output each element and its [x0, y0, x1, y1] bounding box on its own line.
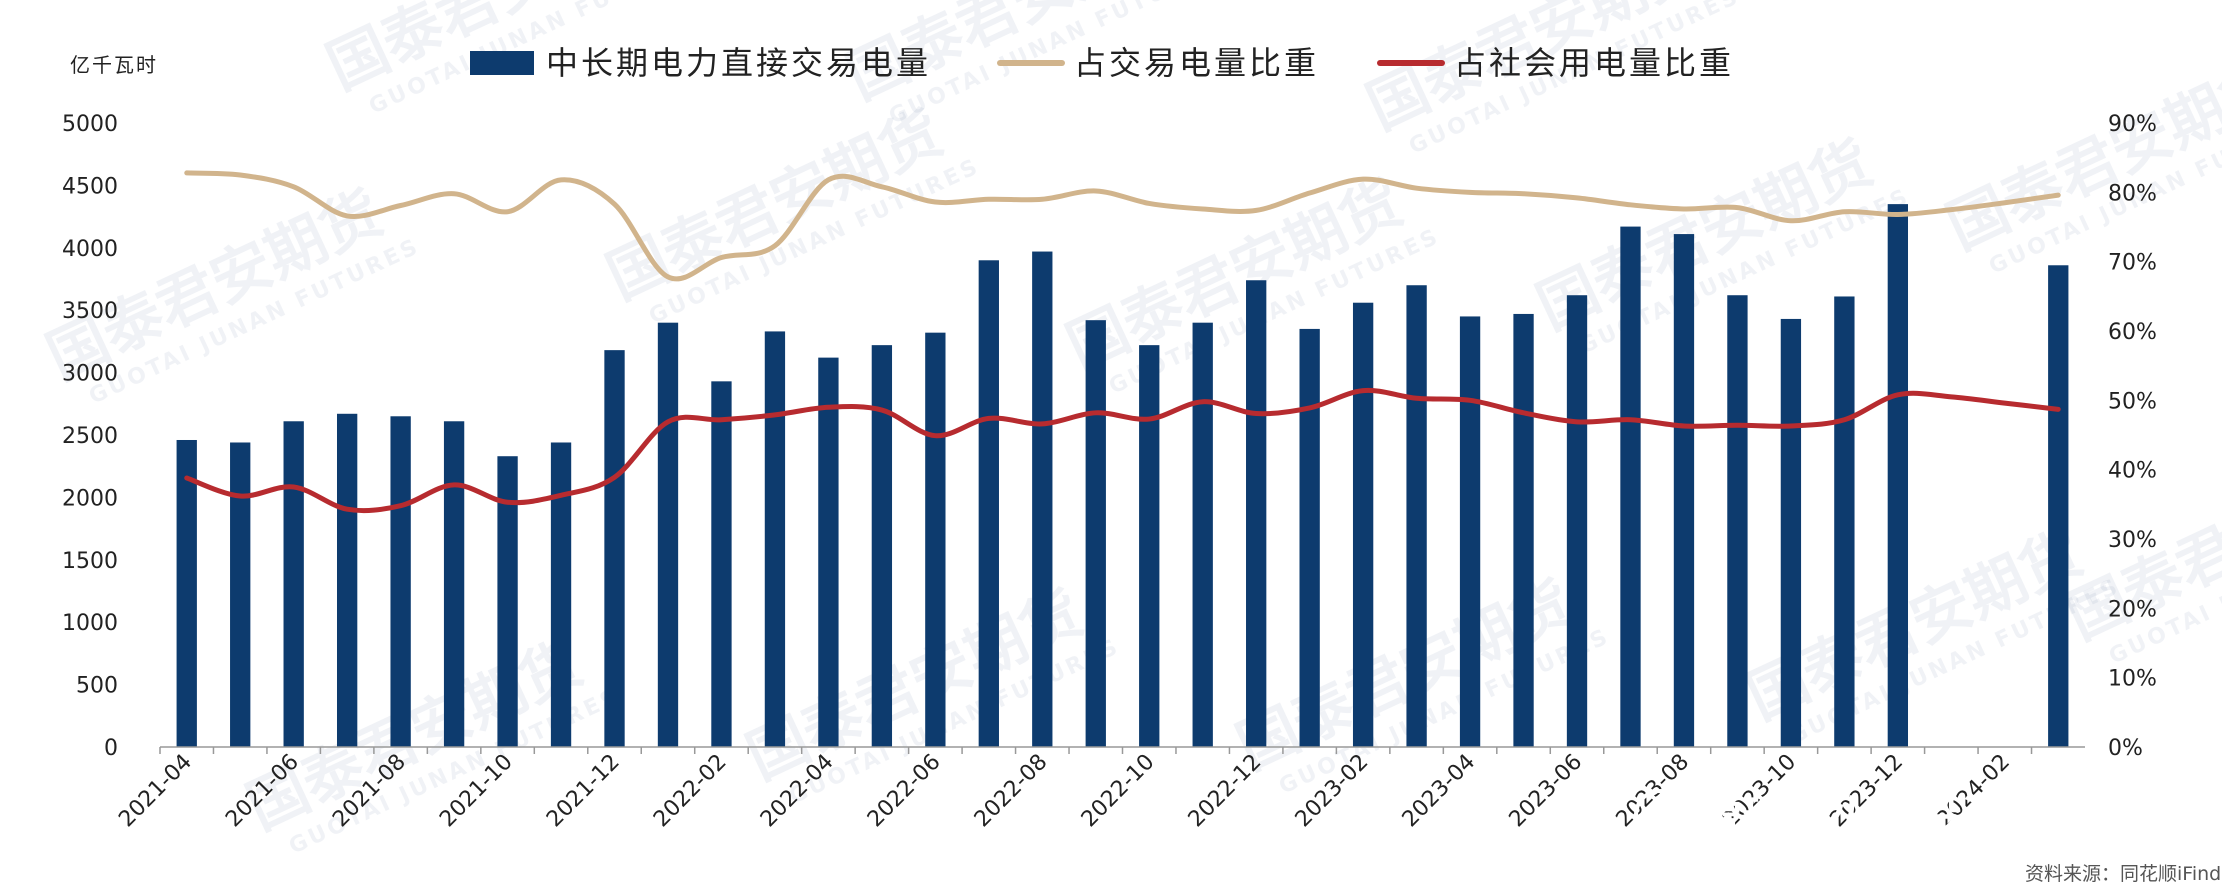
right-tick-label: 80% — [2108, 181, 2157, 206]
x-tick-label: 2022-12 — [1184, 750, 1267, 833]
right-tick-label: 70% — [2108, 251, 2157, 276]
overlay-brand: 雪球：火蚁投资 — [1634, 789, 2006, 843]
bar — [604, 350, 625, 747]
legend-label-trade-share: 占交易电量比重 — [1074, 44, 1319, 82]
left-tick-label: 2000 — [62, 486, 118, 511]
bar — [1673, 234, 1695, 747]
right-tick-label: 30% — [2108, 528, 2157, 553]
left-tick-label: 3000 — [62, 362, 118, 387]
line-trade-share — [184, 170, 2061, 282]
left-tick-label: 4500 — [62, 174, 118, 199]
left-tick-label: 1000 — [62, 611, 118, 636]
left-tick-label: 1500 — [62, 549, 118, 574]
snowball-icon-core — [1651, 806, 1669, 824]
bar — [336, 413, 358, 747]
bar — [1834, 296, 1855, 747]
x-tick-label: 2022-02 — [649, 750, 732, 833]
bar — [1887, 204, 1909, 747]
bar — [925, 332, 946, 747]
bar — [711, 381, 732, 747]
bar — [978, 260, 999, 747]
bar — [1246, 280, 1267, 747]
legend-label-bars: 中长期电力直接交易电量 — [546, 44, 931, 82]
bar — [1459, 316, 1481, 747]
source-note: 资料来源：同花顺iFind — [2025, 863, 2221, 883]
right-tick-label: 60% — [2108, 320, 2157, 345]
legend-swatch-bars — [470, 51, 534, 75]
x-tick-label: 2022-08 — [970, 750, 1053, 833]
bar — [657, 322, 679, 747]
right-tick-label: 40% — [2108, 459, 2157, 484]
bar — [1566, 295, 1588, 747]
bar — [2048, 265, 2069, 747]
left-tick-label: 2500 — [62, 424, 118, 449]
right-tick-label: 50% — [2108, 389, 2157, 414]
x-tick-label: 2021-04 — [114, 750, 197, 833]
left-tick-label: 500 — [76, 674, 118, 699]
bar — [230, 442, 251, 747]
bar-series — [176, 204, 2069, 748]
bar — [818, 357, 839, 747]
x-tick-label: 2022-10 — [1077, 750, 1160, 833]
left-tick-label: 0 — [104, 736, 118, 761]
legend: 中长期电力直接交易电量 占交易电量比重 占社会用电量比重 — [470, 44, 1734, 82]
left-tick-label: 4000 — [62, 237, 118, 262]
bar — [443, 421, 465, 747]
bar — [1299, 328, 1320, 747]
bar — [1032, 251, 1053, 747]
x-tick-label: 2023-04 — [1398, 750, 1481, 833]
right-tick-label: 20% — [2108, 597, 2157, 622]
bar — [1513, 313, 1534, 747]
snowball-icon — [1634, 789, 1686, 841]
bar — [764, 331, 786, 747]
bar — [1192, 322, 1213, 747]
overlay-brand-text: 雪球：火蚁投资 — [1698, 792, 2006, 843]
left-tick-label: 3500 — [62, 299, 118, 324]
left-axis: 0 500 1000 1500 2000 2500 3000 3500 4000 4500 5000 — [62, 112, 118, 761]
bar — [1352, 302, 1374, 747]
bar — [1620, 226, 1641, 748]
bar — [176, 439, 197, 747]
bar — [871, 345, 893, 747]
bar — [550, 442, 572, 747]
bar — [1780, 318, 1802, 747]
bar — [1406, 285, 1427, 747]
bar — [1139, 345, 1160, 747]
bar — [390, 416, 411, 747]
line-society-share — [184, 387, 2061, 514]
legend-label-society-share: 占社会用电量比重 — [1454, 44, 1734, 82]
bar — [283, 421, 304, 747]
bar — [1727, 295, 1748, 747]
right-tick-label: 10% — [2108, 667, 2157, 692]
bar — [1085, 320, 1106, 747]
x-tick-label: 2023-06 — [1505, 750, 1588, 833]
right-axis: 0% 10% 20% 30% 40% 50% 60% 70% 80% 90% — [2108, 112, 2157, 761]
right-tick-label: 90% — [2108, 112, 2157, 137]
left-axis-unit-label: 亿千瓦时 — [70, 53, 158, 77]
bar — [497, 456, 518, 747]
x-tick-label: 2021-12 — [542, 750, 625, 833]
left-tick-label: 5000 — [62, 112, 118, 137]
right-tick-label: 0% — [2108, 736, 2143, 761]
